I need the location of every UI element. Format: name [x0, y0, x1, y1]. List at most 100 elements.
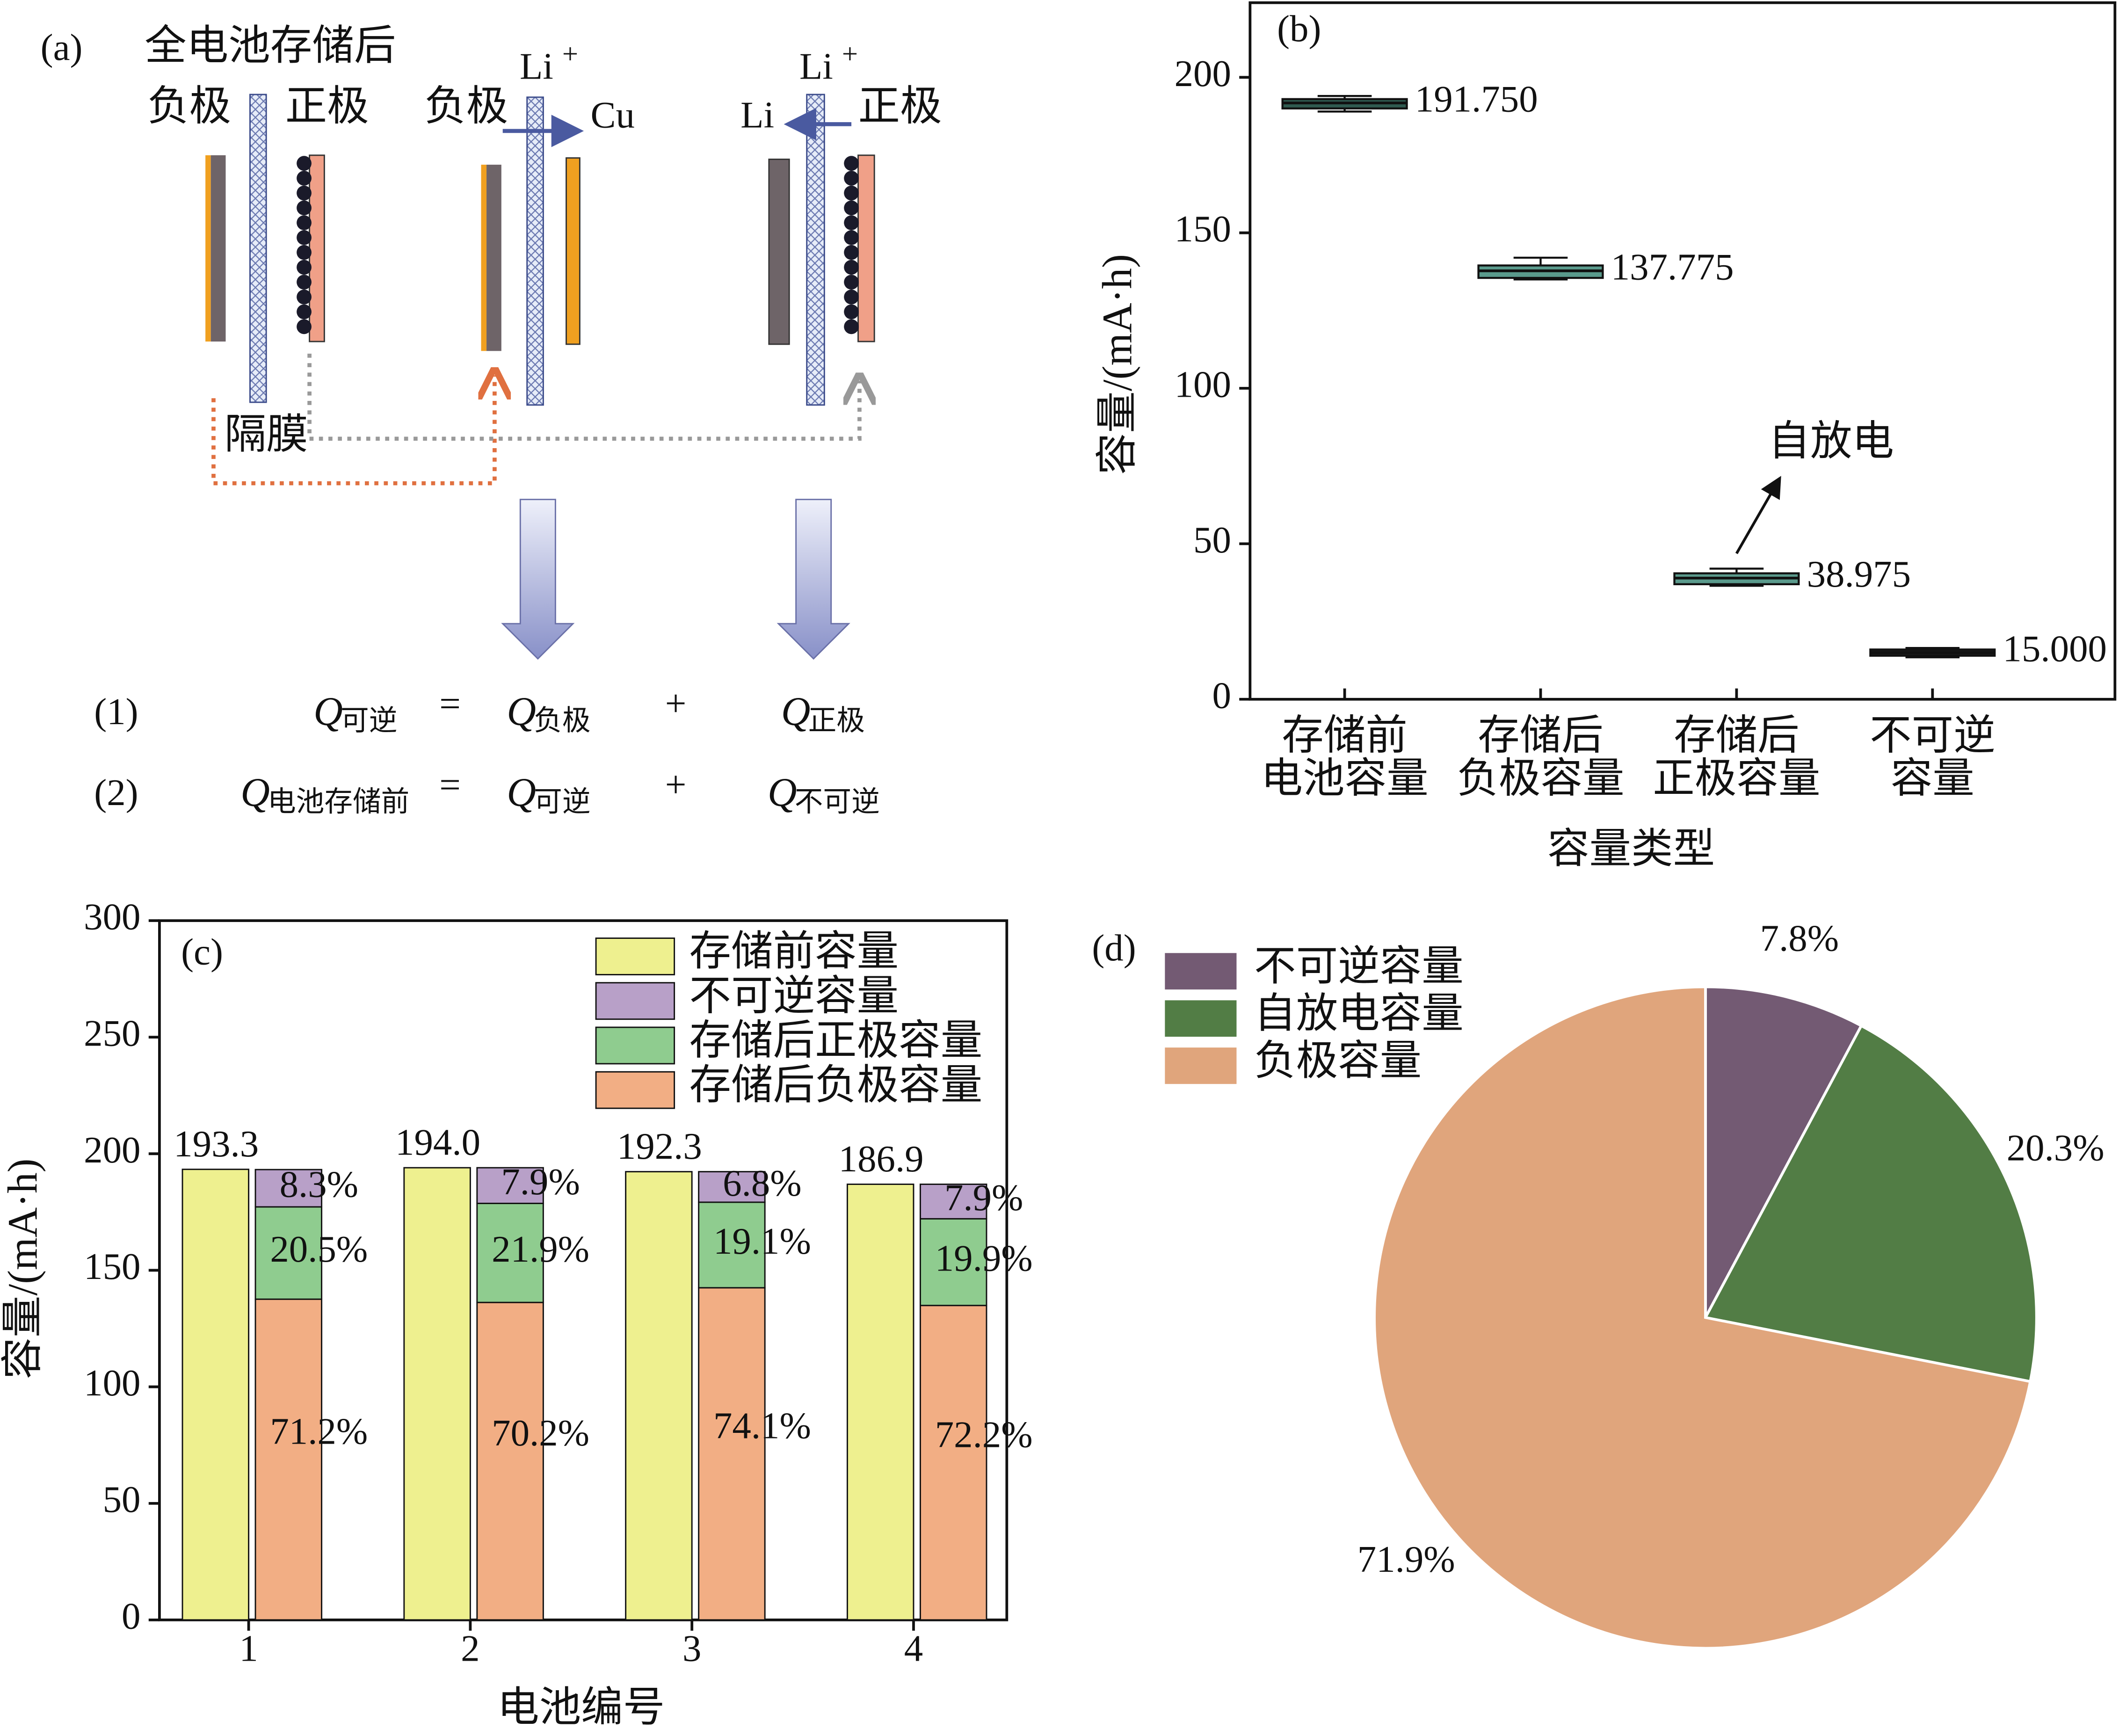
q-symbol: Q	[507, 770, 536, 814]
x-tick-label: 4	[904, 1628, 923, 1670]
y-tick-label: 200	[1175, 53, 1231, 94]
y-axis-label: 容量/(mA·h)	[1094, 254, 1140, 475]
x-tick-label: 存储后	[1674, 712, 1800, 759]
cathode-label: 正极	[858, 83, 942, 130]
legend-label: 存储后负极容量	[689, 1062, 982, 1108]
share-label: 8.3%	[280, 1164, 358, 1206]
panel-label: (c)	[181, 931, 223, 973]
stacked-bar-chart: (c) 0 50 100 150 200 250 300 容量/(mA·h) 电池编号 1 193.3…	[0, 896, 1033, 1731]
q-symbol: Q	[240, 770, 270, 814]
diagram-panel: (a) 全电池存储后 负极 正极 负极 Li + Cu Li Li + 正极 隔…	[41, 22, 942, 817]
share-label: 20.5%	[270, 1228, 368, 1270]
y-tick-label: 0	[1212, 675, 1231, 716]
particle	[844, 275, 859, 290]
x-axis-label: 容量类型	[1547, 826, 1715, 872]
value-label: 15.000	[2003, 628, 2107, 670]
q-subscript: 可逆	[341, 705, 397, 737]
y-axis-label: 容量/(mA·h)	[0, 1159, 46, 1380]
particle	[844, 185, 859, 201]
cathode-layer	[309, 154, 325, 342]
share-label: 21.9%	[492, 1228, 589, 1270]
legend-label: 存储后正极容量	[689, 1017, 982, 1064]
legend-label: 不可逆容量	[1254, 943, 1464, 989]
operator: =	[439, 683, 461, 725]
down-arrow	[776, 499, 850, 660]
bar-segment	[254, 1206, 323, 1300]
legend-label: 不可逆容量	[689, 973, 899, 1019]
y-tick-label: 150	[1175, 208, 1231, 250]
operator: +	[665, 683, 687, 725]
y-tick-label: 0	[122, 1595, 140, 1637]
x-tick-label: 不可逆	[1870, 712, 1996, 759]
q-symbol: Q	[768, 770, 797, 814]
particle	[844, 319, 859, 334]
pie-slice	[1703, 1024, 2038, 1383]
panel-label: (a)	[41, 27, 83, 68]
x-tick-label: 3	[682, 1628, 701, 1670]
anode-label: 负极	[424, 83, 508, 130]
particle	[844, 230, 859, 245]
pie-slice	[1704, 985, 1864, 1318]
particle	[297, 304, 312, 320]
share-label: 71.2%	[270, 1411, 368, 1453]
value-label: 194.0	[395, 1122, 480, 1163]
panel-label: (d)	[1092, 927, 1136, 969]
particle	[297, 245, 312, 260]
bar-segment	[476, 1167, 544, 1204]
equation-number: (1)	[94, 691, 138, 733]
legend-label: 自放电容量	[1254, 990, 1464, 1037]
separator	[249, 94, 267, 403]
legend-label: 负极容量	[1254, 1038, 1422, 1084]
q-subscript: 正极	[808, 705, 865, 737]
annotation-arrow	[1735, 476, 1781, 554]
particle	[297, 319, 312, 334]
value-label: 20.3%	[2007, 1127, 2104, 1169]
value-label: 192.3	[617, 1126, 702, 1167]
separator-label: 隔膜	[225, 411, 308, 458]
operator: =	[439, 764, 461, 806]
particle	[297, 275, 312, 290]
flow-arrow	[211, 375, 494, 486]
annotation: 自放电	[1768, 418, 1894, 465]
particle	[297, 289, 312, 305]
bar-segment	[698, 1171, 766, 1203]
legend-swatch	[1165, 1047, 1237, 1084]
particle	[297, 215, 312, 231]
x-tick-label: 存储前	[1282, 712, 1408, 759]
y-tick-label: 50	[103, 1479, 141, 1520]
bar	[181, 1169, 250, 1621]
bar-segment	[698, 1201, 766, 1289]
bar	[846, 1184, 914, 1621]
x-tick-label: 负极容量	[1457, 755, 1624, 802]
particle	[844, 245, 859, 260]
panel-label: (b)	[1277, 8, 1321, 50]
particle	[844, 200, 859, 216]
flow-arrow	[307, 354, 860, 441]
current-collector	[205, 155, 211, 342]
x-tick-label: 正极容量	[1653, 755, 1820, 802]
operator: +	[665, 764, 687, 806]
value-label: 186.9	[839, 1138, 924, 1180]
bar-segment	[698, 1287, 766, 1621]
legend-swatch	[595, 937, 675, 975]
bar	[625, 1171, 693, 1621]
y-tick-label: 100	[1175, 364, 1231, 406]
plot-frame	[1248, 1, 2117, 701]
legend-swatch	[595, 982, 675, 1020]
q-subscript: 电池存储前	[268, 786, 409, 818]
particle	[844, 171, 859, 186]
q-subscript: 负极	[534, 705, 590, 737]
share-label: 74.1%	[713, 1405, 811, 1446]
q-symbol: Q	[507, 689, 536, 734]
current-collector	[481, 165, 487, 351]
y-tick-label: 200	[84, 1129, 140, 1171]
share-label: 6.8%	[723, 1162, 801, 1204]
particle	[297, 171, 312, 186]
diagram-title: 全电池存储后	[145, 22, 396, 69]
y-tick-label: 150	[84, 1246, 140, 1287]
bar-segment	[919, 1305, 987, 1621]
